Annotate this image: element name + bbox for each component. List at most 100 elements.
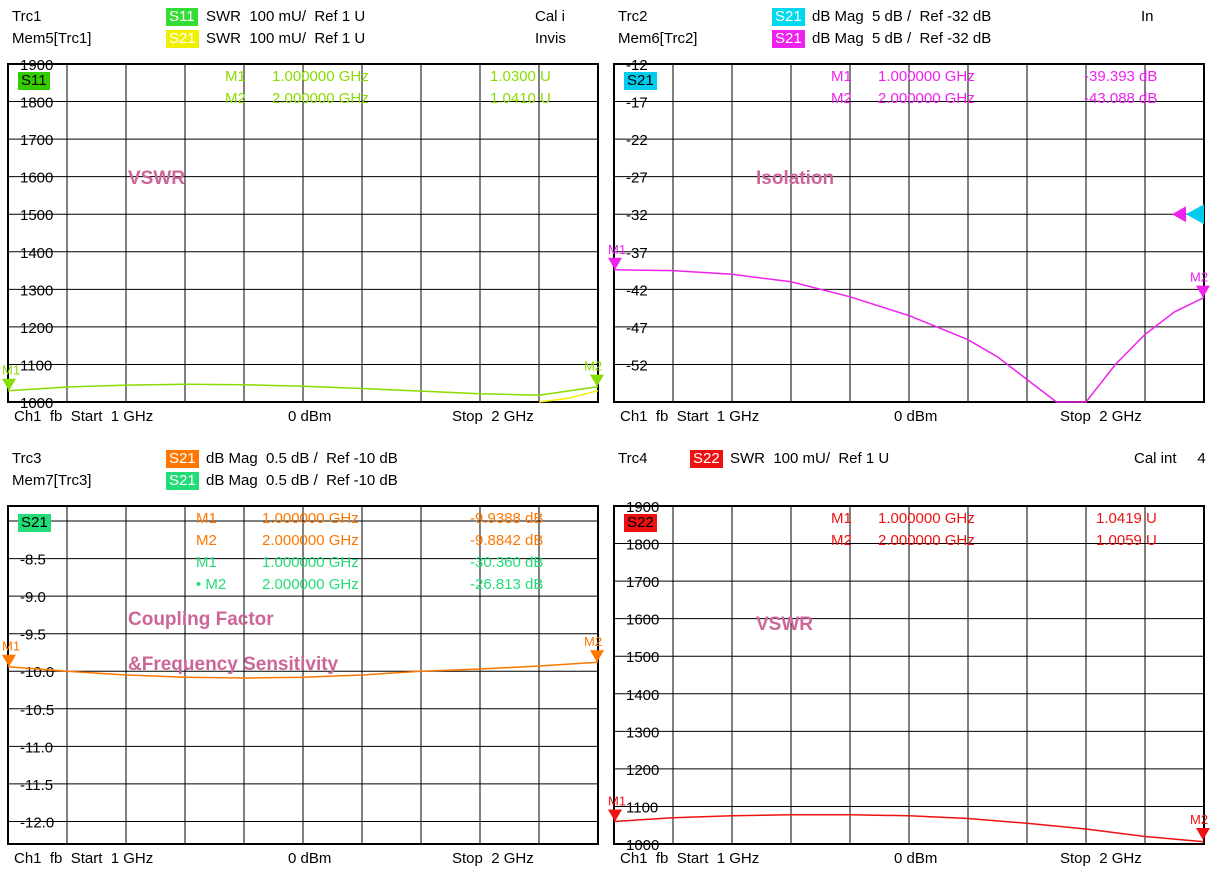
y-tick-label: 1900	[626, 499, 659, 516]
trace-annotation: VSWR	[756, 614, 813, 635]
marker-m1-label: M1	[2, 363, 20, 378]
trace-format-text: SWR 100 mU/ Ref 1 U	[730, 450, 890, 467]
marker-readout-freq: 1.000000 GHz	[272, 68, 369, 85]
y-tick-label: 1100	[20, 357, 52, 374]
y-tick-label: -9.5	[20, 627, 46, 644]
marker-readout-value: -43.088 dB	[1084, 90, 1158, 107]
marker-m2-icon[interactable]	[590, 650, 604, 663]
y-tick-label: 1800	[626, 537, 659, 554]
trace-name[interactable]: Mem7[Trc3]	[12, 472, 92, 489]
marker-readout-freq: 1.000000 GHz	[878, 510, 975, 527]
marker-m2-icon[interactable]	[1196, 285, 1210, 298]
y-tick-label: 1500	[20, 207, 53, 224]
trace-panel-trc1[interactable]: Trc1 S11 SWR 100 mU/ Ref 1 U Cal i Mem5[Trc1…	[0, 0, 605, 442]
trace-param-tag[interactable]: S21	[166, 472, 199, 490]
marker-readout-freq: 1.000000 GHz	[262, 554, 359, 571]
trace-panel-trc4[interactable]: Trc4 S22 SWR 100 mU/ Ref 1 U Cal int 4 1900 1…	[606, 442, 1211, 884]
marker-m1-label: M1	[2, 639, 20, 654]
trace-badge[interactable]: S21	[624, 72, 657, 90]
trace-param-tag[interactable]: S21	[772, 8, 805, 26]
y-tick-label: -9.0	[20, 589, 46, 606]
y-tick-label: 1000	[20, 395, 53, 412]
y-tick-label: 1500	[626, 649, 659, 666]
trace-annotation: Coupling Factor	[128, 609, 274, 630]
mem-ref-arrow	[1172, 206, 1186, 223]
trace-name[interactable]: Trc4	[618, 450, 648, 467]
marker-readout-id: M1	[831, 68, 852, 85]
marker-m1-icon[interactable]	[608, 257, 622, 270]
y-tick-label: 1000	[626, 837, 659, 854]
y-tick-label: -52	[626, 357, 648, 374]
trace-line	[538, 389, 599, 403]
marker-readout-value: 1.0059 U	[1096, 532, 1157, 549]
y-tick-label: -22	[626, 132, 648, 149]
marker-readout-value: 1.0410 U	[490, 90, 551, 107]
marker-readout-id: M2	[831, 532, 852, 549]
trace-format-text: SWR 100 mU/ Ref 1 U	[206, 30, 366, 47]
ref-level-arrow	[1186, 204, 1204, 225]
channel-power-info: 0 dBm	[288, 408, 332, 425]
marker-m2-icon[interactable]	[590, 374, 604, 387]
trace-extra-text: Cal int 4	[1134, 450, 1206, 467]
trace-line	[7, 383, 599, 396]
channel-start-info: Ch1 fb Start 1 GHz	[14, 408, 154, 425]
trace-line	[613, 813, 1205, 843]
marker-readout-id: M1	[196, 554, 217, 571]
trace-line	[613, 269, 1205, 403]
marker-readout-value: -26.813 dB	[470, 576, 544, 593]
trace-format-text: dB Mag 5 dB / Ref -32 dB	[812, 30, 992, 47]
trace-name[interactable]: Trc3	[12, 450, 42, 467]
marker-m1-icon[interactable]	[608, 809, 622, 822]
y-tick-label: 1400	[626, 687, 659, 704]
trace-param-tag[interactable]: S11	[166, 8, 198, 26]
marker-readout-freq: 2.000000 GHz	[272, 90, 369, 107]
trace-diagram[interactable]: -8.0-8.5-9.0-9.5-10.0-10.5-11.0-11.5-12.…	[0, 442, 605, 884]
marker-m1-icon[interactable]	[2, 654, 16, 667]
trace-panel-trc3[interactable]: Trc3 S21 dB Mag 0.5 dB / Ref -10 dB Mem7[Tr…	[0, 442, 605, 884]
trace-param-tag[interactable]: S21	[166, 450, 199, 468]
trace-diagram[interactable]: -12 -17 -22 -27 -32 -37 -42 -47 -52 M1 M2	[606, 0, 1211, 442]
marker-m1-label: M1	[608, 242, 626, 257]
trace-param-tag[interactable]: S22	[690, 450, 723, 468]
trace-badge[interactable]: S11	[18, 72, 50, 90]
trace-diagram[interactable]: 1900 1800 1700 1600 1500 1400 1300 1200 1100 1000…	[0, 0, 605, 442]
marker-m2-label: M2	[1190, 812, 1208, 827]
marker-m2-icon[interactable]	[1196, 828, 1210, 840]
channel-power-info: 0 dBm	[894, 850, 938, 867]
y-tick-label: 1600	[626, 612, 659, 629]
trace-extra-text: Invis	[535, 30, 566, 47]
trace-name[interactable]: Trc2	[618, 8, 648, 25]
trace-param-tag[interactable]: S21	[772, 30, 805, 48]
marker-readout-id: M1	[225, 68, 246, 85]
channel-power-info: 0 dBm	[894, 408, 938, 425]
marker-readout-value: -9.8842 dB	[470, 532, 544, 549]
trace-badge[interactable]: S22	[624, 514, 657, 532]
marker-m1-icon[interactable]	[2, 378, 16, 391]
trace-line	[7, 661, 599, 679]
trace-badge[interactable]: S21	[18, 514, 51, 532]
marker-readout-freq: 2.000000 GHz	[262, 576, 359, 593]
trace-annotation: Isolation	[756, 168, 835, 189]
y-tick-label: -8.5	[20, 552, 46, 569]
y-tick-label: -32	[626, 207, 648, 224]
y-tick-label: 1800	[20, 95, 53, 112]
trace-format-text: SWR 100 mU/ Ref 1 U	[206, 8, 366, 25]
y-tick-label: 1200	[626, 762, 659, 779]
marker-readout-freq: 1.000000 GHz	[262, 510, 359, 527]
channel-start-info: Ch1 fb Start 1 GHz	[14, 850, 154, 867]
trace-name[interactable]: Mem5[Trc1]	[12, 30, 92, 47]
trace-name[interactable]: Mem6[Trc2]	[618, 30, 698, 47]
y-tick-label: -10.5	[20, 702, 54, 719]
trace-extra-text: Cal i	[535, 8, 566, 25]
trace-param-tag[interactable]: S21	[166, 30, 199, 48]
marker-readout-id: M2	[831, 90, 852, 107]
trace-panel-trc2[interactable]: Trc2 S21 dB Mag 5 dB / Ref -32 dB In Mem6[Tr…	[606, 0, 1211, 442]
y-tick-label: 1700	[20, 132, 53, 149]
y-tick-label: -10.0	[20, 664, 54, 681]
marker-m2-label: M2	[584, 634, 602, 649]
channel-stop-info: Stop 2 GHz	[452, 850, 534, 867]
trace-name[interactable]: Trc1	[12, 8, 42, 25]
y-tick-label: -12	[626, 57, 648, 74]
trace-diagram[interactable]: 1900 1800 1700 1600 1500 1400 1300 1200 1100 1000…	[606, 442, 1211, 884]
channel-start-info: Ch1 fb Start 1 GHz	[620, 408, 760, 425]
